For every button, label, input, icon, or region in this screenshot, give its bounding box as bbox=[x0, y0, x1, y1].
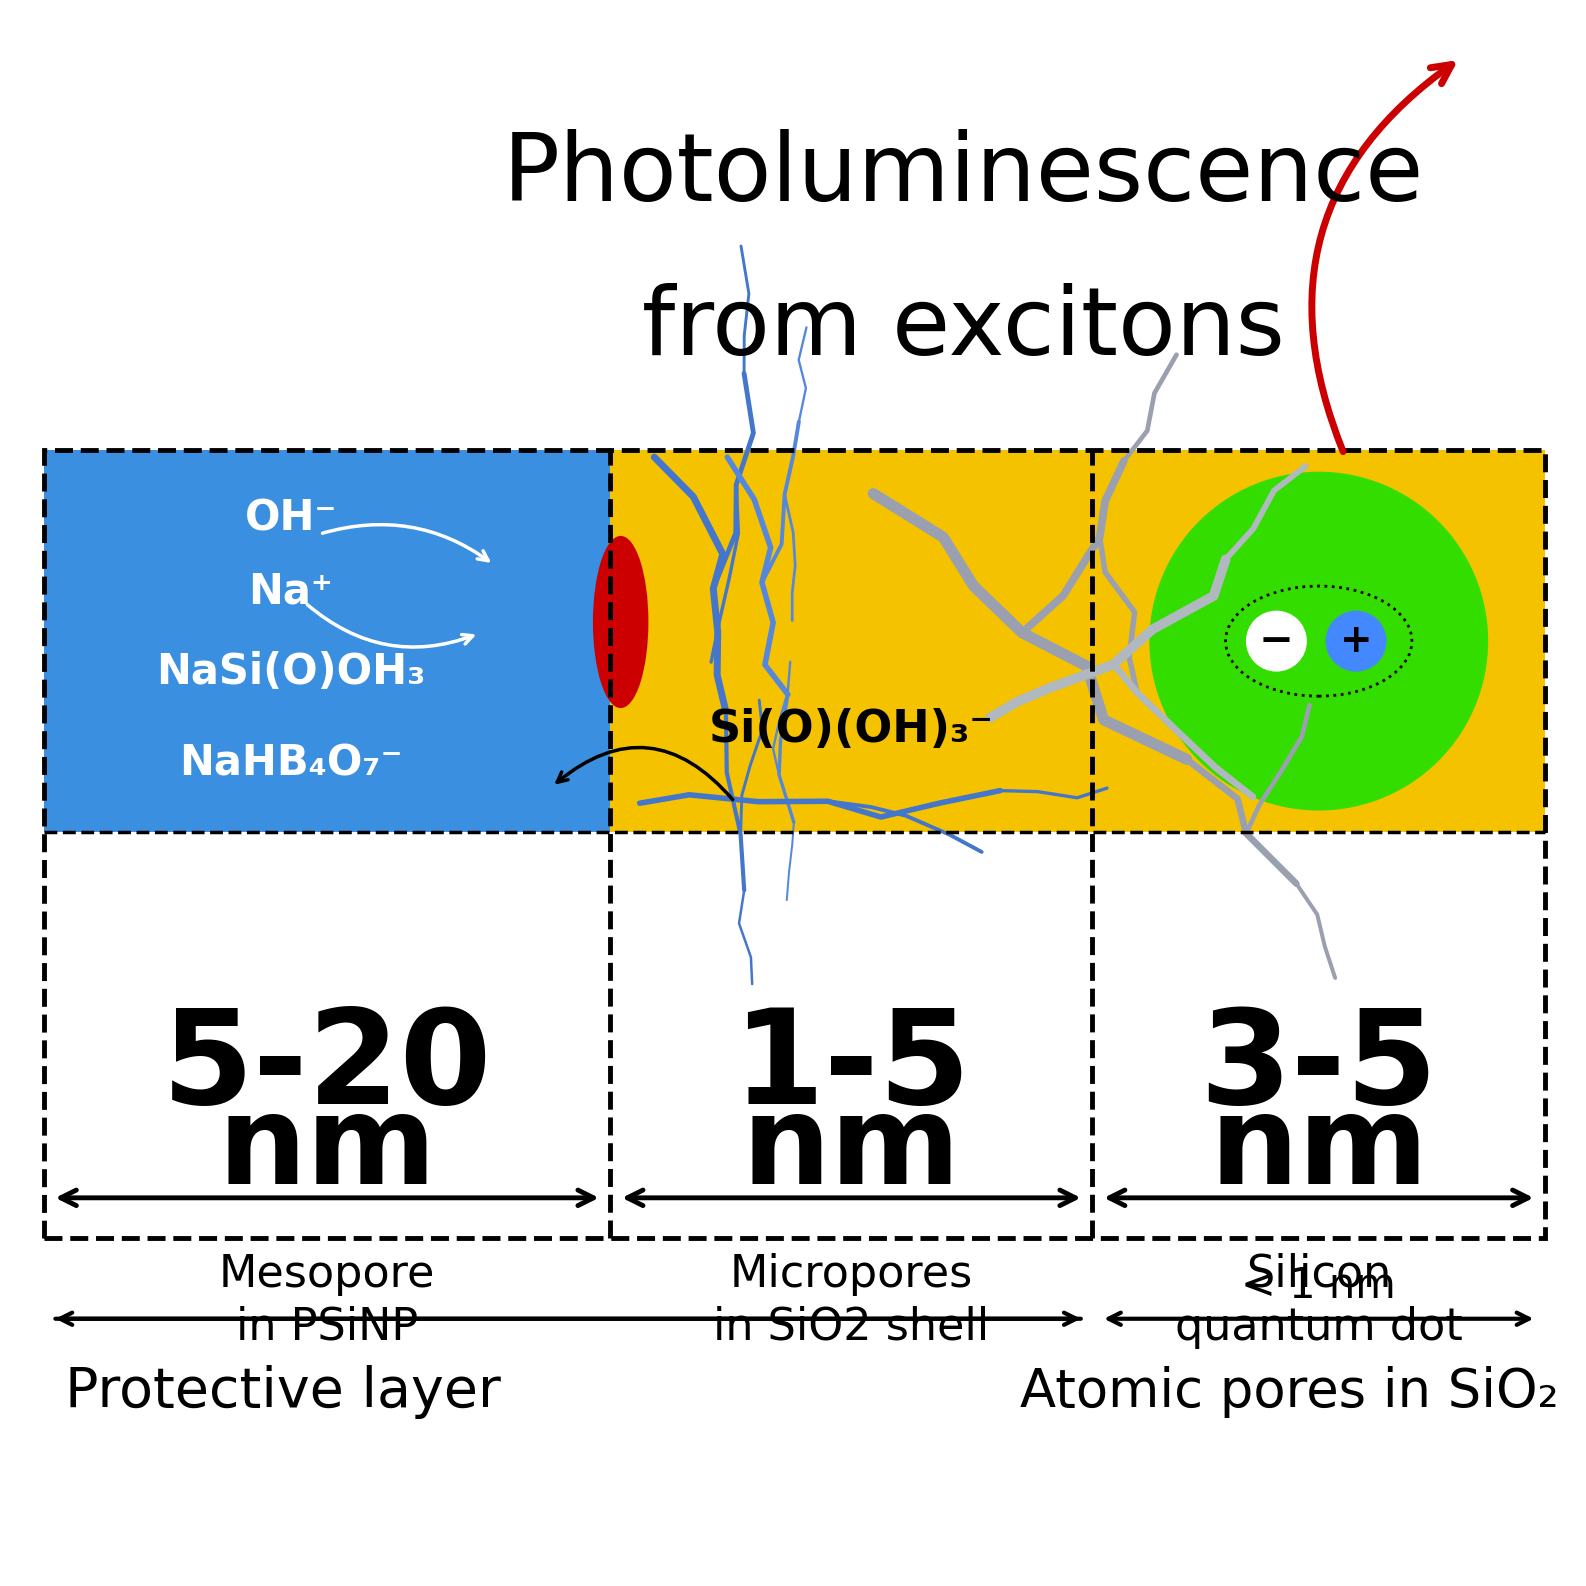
Circle shape bbox=[1150, 471, 1488, 810]
Text: Photoluminescence: Photoluminescence bbox=[503, 128, 1424, 222]
Text: Silicon
quantum dot: Silicon quantum dot bbox=[1175, 1253, 1462, 1348]
Text: nm: nm bbox=[217, 1088, 436, 1210]
Text: Si(O)(OH)₃⁻: Si(O)(OH)₃⁻ bbox=[709, 707, 994, 750]
Text: OH⁻: OH⁻ bbox=[244, 498, 336, 539]
Text: from excitons: from excitons bbox=[642, 282, 1285, 374]
Text: nm: nm bbox=[1209, 1088, 1429, 1210]
Circle shape bbox=[1247, 611, 1307, 671]
Text: −: − bbox=[1259, 620, 1294, 661]
Circle shape bbox=[1326, 611, 1386, 671]
Text: Atomic pores in SiO₂: Atomic pores in SiO₂ bbox=[1020, 1366, 1559, 1418]
Text: 5-20: 5-20 bbox=[162, 1004, 492, 1131]
Text: Micropores
in SiO2 shell: Micropores in SiO2 shell bbox=[714, 1253, 990, 1348]
Bar bbox=[44, 450, 1545, 1239]
Text: NaSi(O)OH₃: NaSi(O)OH₃ bbox=[155, 650, 425, 693]
Text: 3-5: 3-5 bbox=[1199, 1004, 1439, 1131]
Ellipse shape bbox=[593, 536, 649, 707]
Text: < 1 nm: < 1 nm bbox=[1242, 1266, 1396, 1307]
Text: NaHB₄O₇⁻: NaHB₄O₇⁻ bbox=[179, 742, 403, 785]
Text: 1-5: 1-5 bbox=[733, 1004, 971, 1131]
Text: Protective layer: Protective layer bbox=[65, 1366, 501, 1419]
Text: Na⁺: Na⁺ bbox=[249, 571, 333, 612]
Bar bbox=[44, 450, 611, 833]
Text: +: + bbox=[1340, 622, 1372, 660]
Text: Mesopore
in PSiNP: Mesopore in PSiNP bbox=[219, 1253, 435, 1348]
Bar bbox=[611, 450, 1545, 833]
Text: nm: nm bbox=[742, 1088, 961, 1210]
